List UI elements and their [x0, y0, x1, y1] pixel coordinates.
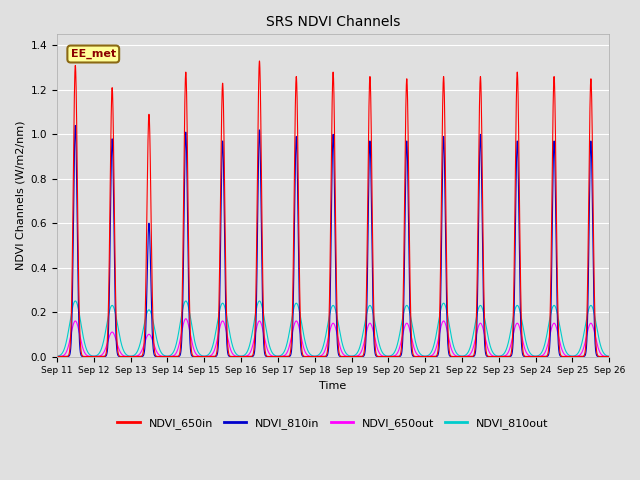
NDVI_810in [67, 346, 75, 351]
NDVI_810in [605, 354, 613, 360]
NDVI_650out [605, 354, 613, 360]
NDVI_650in [605, 354, 613, 360]
NDVI_650in [53, 354, 61, 360]
NDVI_650out [175, 341, 183, 347]
Line: NDVI_650out: NDVI_650out [57, 319, 609, 357]
NDVI_810in [88, 354, 96, 360]
NDVI_810in [294, 231, 302, 237]
NDVI_650in [175, 352, 183, 358]
X-axis label: Time: Time [319, 381, 347, 391]
NDVI_810in [243, 354, 251, 360]
Line: NDVI_810out: NDVI_810out [57, 301, 609, 356]
NDVI_650out [243, 353, 251, 359]
Legend: NDVI_650in, NDVI_810in, NDVI_650out, NDVI_810out: NDVI_650in, NDVI_810in, NDVI_650out, NDV… [113, 414, 554, 433]
Y-axis label: NDVI Channels (W/m2/nm): NDVI Channels (W/m2/nm) [15, 120, 25, 270]
NDVI_810out [243, 349, 251, 355]
NDVI_650in [294, 175, 302, 180]
NDVI_650in [67, 331, 75, 336]
NDVI_650in [88, 354, 96, 360]
Line: NDVI_650in: NDVI_650in [57, 61, 609, 357]
NDVI_650in [243, 354, 251, 360]
NDVI_810in [72, 122, 79, 128]
NDVI_810in [502, 354, 510, 360]
NDVI_810out [88, 353, 96, 359]
NDVI_650out [88, 354, 96, 360]
NDVI_810in [175, 353, 183, 359]
Line: NDVI_810in: NDVI_810in [57, 125, 609, 357]
NDVI_810out [605, 353, 613, 359]
NDVI_650in [255, 58, 263, 64]
Title: SRS NDVI Channels: SRS NDVI Channels [266, 15, 400, 29]
NDVI_810out [255, 298, 263, 304]
NDVI_810out [53, 353, 61, 359]
NDVI_810out [294, 303, 302, 309]
NDVI_650out [182, 316, 189, 322]
NDVI_810out [67, 314, 75, 320]
NDVI_810out [175, 326, 183, 332]
NDVI_650out [294, 321, 302, 327]
NDVI_810in [53, 354, 61, 360]
NDVI_810out [502, 346, 510, 352]
NDVI_650out [502, 352, 510, 358]
NDVI_650in [502, 354, 510, 360]
Text: EE_met: EE_met [70, 49, 116, 59]
NDVI_650out [53, 354, 61, 360]
NDVI_650out [67, 333, 75, 338]
